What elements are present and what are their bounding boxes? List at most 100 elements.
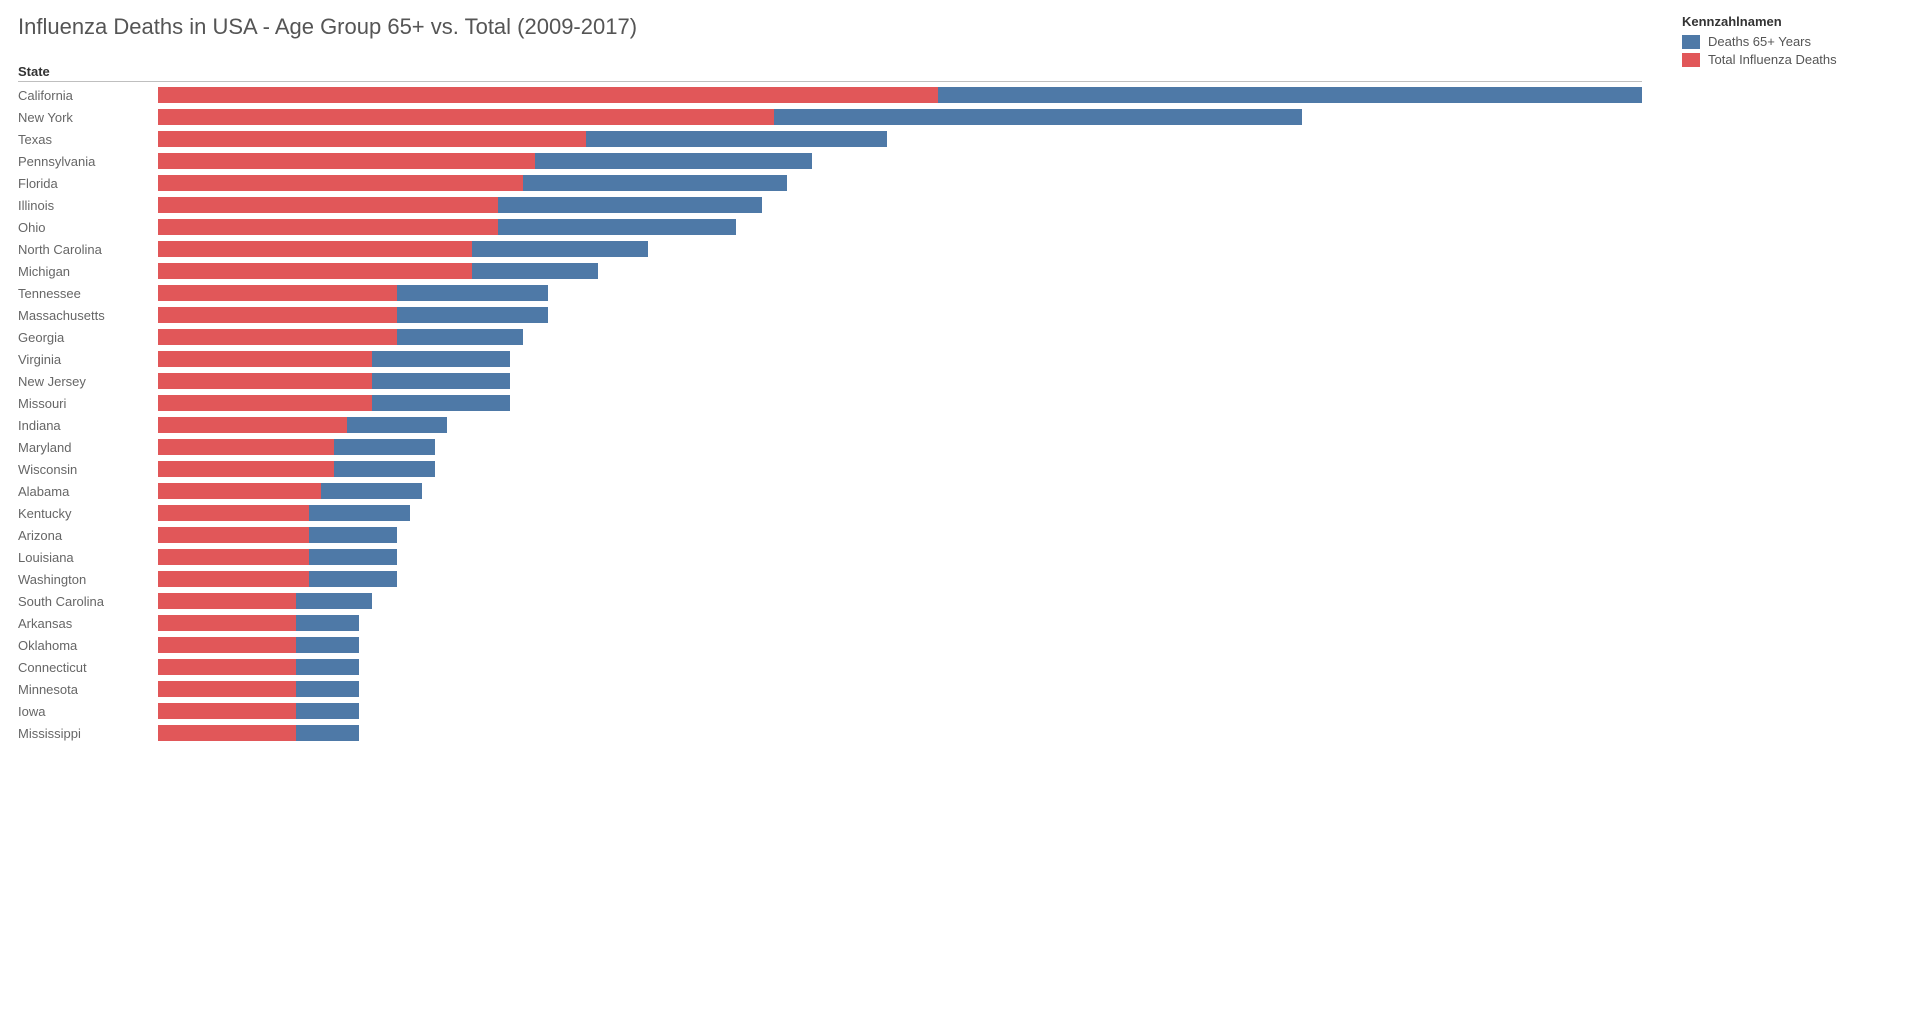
table-row: Missouri [18,392,1642,414]
bar-segment-total-influenza-deaths[interactable] [158,527,309,543]
table-row: California [18,84,1642,106]
state-label: Louisiana [18,550,158,565]
bar-segment-deaths-65-plus[interactable] [309,505,410,521]
state-label: South Carolina [18,594,158,609]
bar-segment-total-influenza-deaths[interactable] [158,395,372,411]
table-row: Indiana [18,414,1642,436]
bar-segment-total-influenza-deaths[interactable] [158,153,535,169]
table-row: Washington [18,568,1642,590]
bar-segment-total-influenza-deaths[interactable] [158,263,472,279]
bar-segment-deaths-65-plus[interactable] [334,439,435,455]
bar-segment-deaths-65-plus[interactable] [498,219,737,235]
table-row: Pennsylvania [18,150,1642,172]
bar-segment-total-influenza-deaths[interactable] [158,417,347,433]
state-label: Iowa [18,704,158,719]
table-row: Michigan [18,260,1642,282]
bar-track [158,549,1642,565]
state-label: Massachusetts [18,308,158,323]
bar-segment-total-influenza-deaths[interactable] [158,571,309,587]
bar-segment-total-influenza-deaths[interactable] [158,219,498,235]
bar-segment-total-influenza-deaths[interactable] [158,703,296,719]
chart-area: Influenza Deaths in USA - Age Group 65+ … [18,14,1642,744]
bar-track [158,527,1642,543]
bar-segment-deaths-65-plus[interactable] [535,153,812,169]
table-row: Tennessee [18,282,1642,304]
bar-segment-total-influenza-deaths[interactable] [158,373,372,389]
bar-segment-deaths-65-plus[interactable] [586,131,888,147]
table-row: Illinois [18,194,1642,216]
bar-segment-deaths-65-plus[interactable] [296,637,359,653]
state-label: Ohio [18,220,158,235]
bar-segment-total-influenza-deaths[interactable] [158,197,498,213]
bar-segment-deaths-65-plus[interactable] [472,263,598,279]
bar-segment-total-influenza-deaths[interactable] [158,109,774,125]
table-row: Georgia [18,326,1642,348]
bar-segment-deaths-65-plus[interactable] [296,659,359,675]
state-label: Tennessee [18,286,158,301]
state-label: Oklahoma [18,638,158,653]
bar-segment-deaths-65-plus[interactable] [938,87,1642,103]
state-label: Connecticut [18,660,158,675]
bar-segment-deaths-65-plus[interactable] [372,351,510,367]
bar-segment-deaths-65-plus[interactable] [372,395,510,411]
bar-segment-total-influenza-deaths[interactable] [158,615,296,631]
bar-segment-deaths-65-plus[interactable] [296,593,371,609]
bar-segment-total-influenza-deaths[interactable] [158,439,334,455]
bar-segment-total-influenza-deaths[interactable] [158,175,523,191]
state-label: Missouri [18,396,158,411]
bar-segment-total-influenza-deaths[interactable] [158,351,372,367]
bar-segment-total-influenza-deaths[interactable] [158,87,938,103]
bar-segment-deaths-65-plus[interactable] [296,681,359,697]
bar-segment-total-influenza-deaths[interactable] [158,725,296,741]
legend-title: Kennzahlnamen [1682,14,1902,29]
bar-segment-deaths-65-plus[interactable] [296,615,359,631]
bar-segment-deaths-65-plus[interactable] [397,285,548,301]
bar-segment-deaths-65-plus[interactable] [309,571,397,587]
bar-segment-total-influenza-deaths[interactable] [158,461,334,477]
bar-segment-total-influenza-deaths[interactable] [158,329,397,345]
bar-segment-deaths-65-plus[interactable] [296,703,359,719]
bar-track [158,109,1642,125]
state-label: Kentucky [18,506,158,521]
legend-swatch [1682,53,1700,67]
bar-segment-deaths-65-plus[interactable] [397,329,523,345]
bar-segment-deaths-65-plus[interactable] [397,307,548,323]
bar-segment-total-influenza-deaths[interactable] [158,637,296,653]
chart-rows: CaliforniaNew YorkTexasPennsylvaniaFlori… [18,84,1642,744]
state-label: California [18,88,158,103]
bar-segment-deaths-65-plus[interactable] [498,197,762,213]
legend-item[interactable]: Deaths 65+ Years [1682,33,1902,51]
bar-segment-total-influenza-deaths[interactable] [158,285,397,301]
bar-segment-total-influenza-deaths[interactable] [158,593,296,609]
bar-segment-total-influenza-deaths[interactable] [158,131,586,147]
bar-segment-total-influenza-deaths[interactable] [158,307,397,323]
bar-segment-deaths-65-plus[interactable] [309,527,397,543]
bar-segment-deaths-65-plus[interactable] [321,483,422,499]
bar-track [158,307,1642,323]
bar-segment-deaths-65-plus[interactable] [309,549,397,565]
bar-segment-total-influenza-deaths[interactable] [158,681,296,697]
bar-segment-deaths-65-plus[interactable] [523,175,787,191]
bar-segment-deaths-65-plus[interactable] [334,461,435,477]
state-label: New Jersey [18,374,158,389]
table-row: Ohio [18,216,1642,238]
bar-segment-deaths-65-plus[interactable] [774,109,1302,125]
bar-segment-total-influenza-deaths[interactable] [158,505,309,521]
table-row: Kentucky [18,502,1642,524]
bar-segment-total-influenza-deaths[interactable] [158,659,296,675]
legend-item[interactable]: Total Influenza Deaths [1682,51,1902,69]
bar-segment-total-influenza-deaths[interactable] [158,241,472,257]
bar-segment-deaths-65-plus[interactable] [296,725,359,741]
bar-segment-deaths-65-plus[interactable] [472,241,648,257]
bar-segment-total-influenza-deaths[interactable] [158,549,309,565]
bar-segment-deaths-65-plus[interactable] [347,417,448,433]
bar-track [158,593,1642,609]
bar-track [158,505,1642,521]
legend-swatch [1682,35,1700,49]
bar-segment-deaths-65-plus[interactable] [372,373,510,389]
table-row: Mississippi [18,722,1642,744]
bar-track [158,285,1642,301]
bar-track [158,725,1642,741]
bar-track [158,329,1642,345]
bar-segment-total-influenza-deaths[interactable] [158,483,321,499]
